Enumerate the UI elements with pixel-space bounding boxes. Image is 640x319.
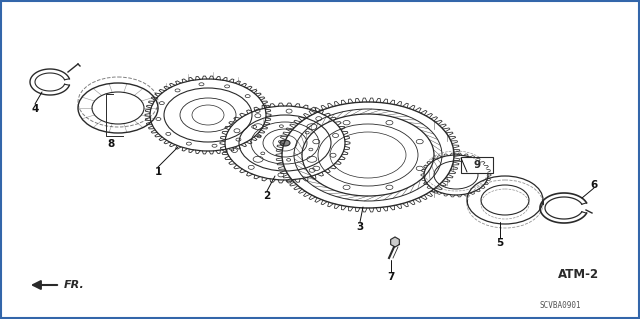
Ellipse shape [280,140,290,146]
Polygon shape [390,237,399,247]
Text: 6: 6 [590,180,598,190]
Text: SCVBA0901: SCVBA0901 [539,300,581,309]
Text: 4: 4 [31,104,38,114]
Text: 7: 7 [387,272,395,282]
Text: 1: 1 [154,167,162,177]
Text: 9: 9 [474,160,481,170]
FancyBboxPatch shape [461,157,493,173]
Text: 2: 2 [264,191,271,201]
Text: 8: 8 [108,139,115,149]
Text: FR.: FR. [64,280,84,290]
Text: 5: 5 [497,238,504,248]
Text: ATM-2: ATM-2 [557,269,598,281]
Text: 3: 3 [356,222,364,232]
